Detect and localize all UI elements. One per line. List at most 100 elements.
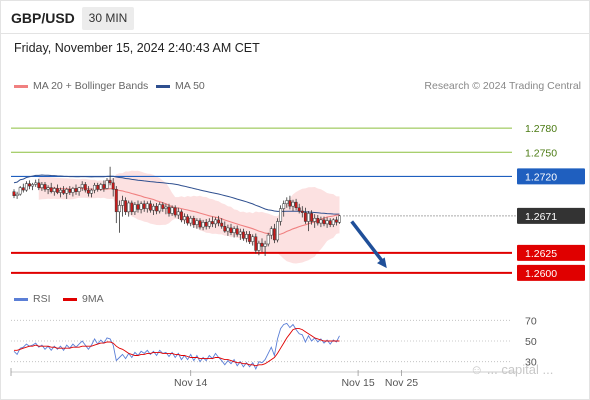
candle — [12, 191, 16, 196]
candle — [121, 200, 124, 206]
candle — [55, 188, 59, 193]
candle — [130, 202, 134, 213]
candle — [145, 203, 149, 209]
candle — [303, 212, 307, 222]
ma50-swatch — [156, 84, 170, 88]
ma9-legend-label: 9MA — [82, 293, 104, 305]
candle — [325, 220, 329, 225]
ma9-swatch — [63, 297, 77, 301]
candle — [62, 189, 66, 194]
candle — [31, 184, 35, 187]
candle — [40, 184, 44, 188]
level-label-5: 1.2600 — [525, 268, 557, 280]
candle — [161, 204, 165, 209]
candle — [232, 228, 236, 233]
candle — [164, 206, 168, 209]
candle — [307, 213, 310, 222]
watermark: ☺ ... capital ... — [470, 362, 554, 377]
candle — [316, 217, 320, 224]
pair-title: GBP/USD — [11, 10, 75, 26]
candle — [49, 187, 53, 192]
last-price-tag — [517, 207, 585, 224]
candle — [86, 189, 90, 194]
ma50-line — [13, 174, 340, 215]
level-label-1: 1.2750 — [525, 147, 557, 159]
candle — [294, 201, 298, 209]
candle — [136, 204, 140, 210]
candle — [133, 204, 137, 213]
candle — [322, 219, 326, 225]
candles — [12, 166, 341, 257]
candle — [102, 184, 106, 189]
chart-datetime: Friday, November 15, 2024 2:40:43 AM CET — [14, 41, 260, 55]
candle — [74, 188, 78, 192]
candle — [263, 243, 267, 247]
candle — [291, 201, 295, 207]
candle — [117, 205, 121, 213]
candle — [220, 222, 224, 227]
level-label-4: 1.2625 — [525, 248, 557, 260]
candle — [201, 222, 205, 228]
candle — [254, 236, 258, 251]
candle — [226, 227, 230, 232]
forecast-arrow-head — [377, 257, 387, 269]
candle — [297, 207, 301, 212]
timeframe-badge[interactable]: 30 MIN — [82, 7, 134, 30]
candle — [183, 216, 186, 221]
candle — [251, 236, 255, 242]
candle — [170, 207, 174, 214]
level-label-2: 1.2720 — [525, 171, 557, 183]
candle — [217, 219, 221, 224]
candle — [282, 203, 286, 209]
candle — [77, 187, 81, 192]
rsi-tick-50: 50 — [525, 336, 537, 348]
support-tag-4 — [517, 244, 585, 261]
forecast-arrow-shaft — [350, 220, 386, 265]
candle — [18, 187, 22, 195]
candle — [52, 188, 56, 192]
candle — [158, 204, 162, 212]
legend-9ma: 9MA — [63, 293, 104, 305]
pivot-tag — [517, 168, 585, 185]
candle — [37, 182, 41, 188]
rsi-legend-label: RSI — [33, 293, 51, 305]
candle — [210, 221, 214, 225]
candle — [71, 188, 75, 193]
candle — [204, 222, 208, 227]
candle — [83, 184, 87, 191]
level-label-3: 1.2671 — [525, 211, 557, 223]
ma50-legend-label: MA 50 — [175, 80, 205, 92]
candle — [155, 205, 159, 212]
candle — [28, 183, 31, 187]
rsi-line — [13, 322, 340, 370]
candle — [288, 200, 292, 207]
candle — [334, 219, 338, 223]
x-tick-label-2: Nov 25 — [385, 377, 418, 389]
legend-rsi: RSI — [14, 293, 51, 305]
ma9-line — [14, 328, 340, 367]
candle — [214, 219, 217, 225]
candle — [269, 228, 273, 236]
candle — [43, 184, 47, 190]
candle — [65, 189, 69, 194]
x-tick-label-0: Nov 14 — [174, 377, 207, 389]
candle — [108, 180, 112, 184]
candle — [21, 187, 25, 191]
support-tag-5 — [517, 264, 585, 281]
candle — [238, 231, 242, 235]
candle — [223, 226, 227, 232]
candle — [93, 185, 97, 191]
candle — [186, 216, 190, 224]
candle — [241, 231, 245, 239]
rsi-swatch — [14, 297, 28, 301]
candle — [192, 217, 196, 225]
candle — [266, 234, 270, 245]
candle — [111, 182, 115, 190]
candle — [90, 189, 93, 194]
candle — [15, 193, 19, 196]
candle — [24, 183, 28, 191]
candle — [310, 213, 314, 222]
candle — [198, 220, 202, 228]
candle — [114, 189, 118, 213]
candle — [235, 228, 239, 235]
